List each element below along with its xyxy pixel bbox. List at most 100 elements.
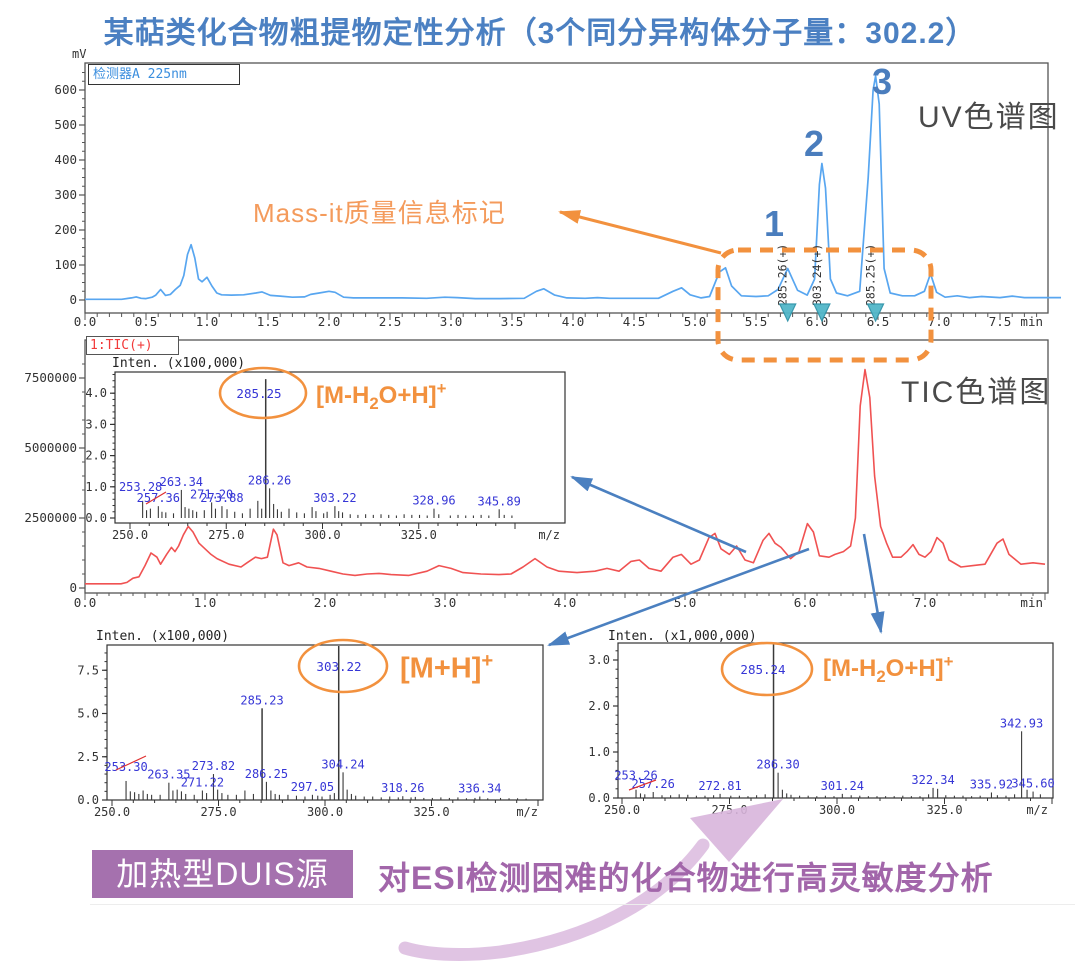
- tick-label: 2.0: [588, 699, 610, 713]
- peak-marker-arrow-icon: [866, 303, 885, 323]
- ms-peak-mz-label: 253.28: [119, 480, 162, 494]
- uv-peak-mass-tag: 285.25(+): [864, 244, 878, 306]
- tick-label: 5.0: [674, 595, 697, 610]
- uv-detector-legend: 检测器A 225nm: [88, 64, 240, 85]
- tic-chart: 0.0 1.0 2.0 3.0 4.0 5.0 6.0 7.0 min 0 2500000 50000…: [24, 339, 1049, 610]
- page-title: 某萜类化合物粗提物定性分析（3个同分异构体分子量：302.2）: [103, 17, 977, 50]
- tick-label: 300.0: [819, 803, 855, 817]
- ms-peak-mz-label: 286.26: [248, 473, 291, 487]
- ms-peak-mz-label: 286.30: [756, 758, 799, 772]
- ms2-intensity-label: Inten. (x100,000): [96, 629, 230, 644]
- annotations: [398, 210, 934, 961]
- tick-label: 7500000: [24, 370, 77, 385]
- tic-x-unit-label: min: [1020, 595, 1043, 610]
- tick-label: 3.5: [501, 314, 524, 329]
- tick-label: 0.0: [588, 791, 610, 805]
- label-pointer-line: [145, 491, 167, 505]
- tick-label: 7.5: [77, 663, 99, 677]
- tick-label: 5.0: [77, 707, 99, 721]
- ms-peak-mz-label: 273.82: [192, 759, 235, 773]
- adduct-text: O+H]: [885, 655, 944, 682]
- ms-peak-mz-label: 273.88: [200, 491, 243, 505]
- duis-caption: 对ESI检测困难的化合物进行高灵敏度分析: [378, 860, 994, 896]
- peak-marker-arrow-icon: [778, 303, 797, 323]
- tick-label: 0.5: [135, 314, 158, 329]
- tick-label: 400: [54, 152, 77, 167]
- arrow-to-ms3: [862, 533, 885, 634]
- main-peak-circle: [297, 638, 389, 694]
- arrow-to-ms2: [547, 547, 810, 647]
- massit-arrow: [558, 210, 722, 255]
- ms-main-peak-label: 285.24: [740, 662, 785, 677]
- tick-label: 500: [54, 117, 77, 132]
- tick-label: 100: [54, 257, 77, 272]
- tick-label: 5.5: [745, 314, 768, 329]
- adduct-subscript: 2: [876, 666, 886, 686]
- uv-peak-mass-tag: 285.26(+): [776, 244, 790, 306]
- tick-label: 6.0: [806, 314, 829, 329]
- label-pointer-line: [115, 755, 147, 771]
- tick-label: 275.0: [208, 528, 244, 542]
- label-pointer-line: [628, 779, 657, 791]
- uv-peak-number-2: 2: [803, 123, 825, 164]
- tick-label: 2500000: [24, 510, 77, 525]
- tick-label: 325.0: [413, 805, 449, 819]
- tick-label: 3.0: [434, 595, 457, 610]
- tick-label: 200: [54, 222, 77, 237]
- tick-label: 4.0: [85, 386, 107, 400]
- adduct-superscript: +: [943, 652, 954, 671]
- tick-label: 275.0: [200, 805, 236, 819]
- ms1-intensity-label: Inten. (x100,000): [112, 356, 246, 371]
- adduct-text: O+H]: [378, 382, 437, 409]
- ms-peak-mz-label: 322.34: [911, 773, 954, 787]
- tick-label: 2.5: [379, 314, 402, 329]
- main-peak-circle: [720, 641, 814, 697]
- ms-peak-mz-label: 263.35: [147, 768, 190, 782]
- uv-y-unit-label: mV: [72, 47, 87, 61]
- ms-peak-mz-label: 271.20: [190, 487, 233, 501]
- ms3-spectrum-x-unit-label: m/z: [1026, 803, 1048, 817]
- tick-label: 3.0: [440, 314, 463, 329]
- ms-peak-mz-label: 257.36: [137, 491, 180, 505]
- tick-label: 0.0: [77, 793, 99, 807]
- tick-label: 250.0: [112, 528, 148, 542]
- tick-label: 4.0: [562, 314, 585, 329]
- tick-label: 0: [69, 580, 77, 595]
- uv-trace: [85, 75, 1061, 301]
- tic-trace: [85, 368, 1046, 585]
- tick-label: 325.0: [401, 528, 437, 542]
- uv-peak-number-1: 1: [763, 203, 785, 244]
- tick-label: 7.0: [914, 595, 937, 610]
- ms2-adduct-label: [M+H]+: [400, 650, 493, 690]
- tick-label: 600: [54, 82, 77, 97]
- tick-label: 0: [69, 292, 77, 307]
- ms-peak-mz-label: 345.89: [477, 494, 520, 508]
- tick-label: 3.0: [588, 653, 610, 667]
- tick-label: 0.0: [85, 511, 107, 525]
- ms2-spectrum-x-unit-label: m/z: [516, 805, 538, 819]
- ms1-spectrum-x-unit-label: m/z: [538, 528, 560, 542]
- massit-annotation: Mass-it质量信息标记: [253, 198, 506, 228]
- adduct-text: [M-H: [823, 655, 877, 682]
- main-peak-circle: [218, 366, 308, 420]
- ms-peak-mz-label: 335.92: [970, 777, 1013, 791]
- ms-peak-mz-label: 328.96: [412, 494, 455, 508]
- ms1-adduct-label: [M-H2O+H]+: [316, 379, 446, 414]
- ms-peak-mz-label: 297.05: [291, 780, 334, 794]
- ms-peak-mz-label: 342.93: [1000, 716, 1043, 730]
- adduct-text: [M+H]: [400, 652, 482, 685]
- tick-label: 4.0: [554, 595, 577, 610]
- tick-label: 0.0: [74, 314, 97, 329]
- tick-label: 250.0: [94, 805, 130, 819]
- ms1-spectrum: 250.0 275.0 300.0 325.0 m/z 0.0 1.0 2.0 3.0 4.0 25…: [85, 366, 566, 542]
- ms-peak-mz-label: 271.22: [181, 775, 224, 789]
- ms3-adduct-label: [M-H2O+H]+: [823, 652, 953, 687]
- tic-trace-label: 1:TIC(+): [86, 336, 179, 355]
- tick-label: 2.5: [77, 750, 99, 764]
- divider-line: [90, 904, 1075, 905]
- tick-label: 4.5: [623, 314, 646, 329]
- ms-peak-mz-label: 301.24: [821, 779, 864, 793]
- uv-x-unit-label: min: [1020, 314, 1043, 329]
